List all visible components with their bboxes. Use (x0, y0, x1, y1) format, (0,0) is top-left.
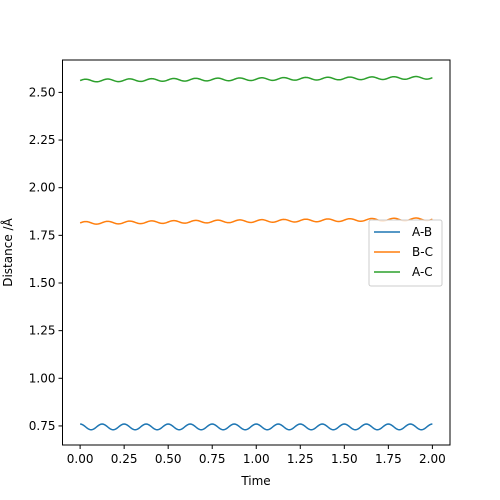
x-tick-label: 0.25 (111, 452, 138, 466)
legend-label-a-b: A-B (412, 225, 432, 239)
x-axis-label: Time (240, 474, 270, 488)
x-tick-label: 0.50 (155, 452, 182, 466)
x-axis-ticks: 0.00 0.25 0.50 0.75 1.00 1.25 1.50 1.75 2.00 (67, 445, 446, 466)
y-tick-label: 2.25 (29, 133, 56, 147)
series-layer (79, 75, 433, 431)
y-tick-label: 2.50 (29, 85, 56, 99)
x-tick-label: 0.75 (199, 452, 226, 466)
x-tick-label: 1.25 (287, 452, 314, 466)
x-tick-label: 1.00 (243, 452, 270, 466)
x-tick-label: 1.50 (331, 452, 358, 466)
x-tick-label: 0.00 (67, 452, 94, 466)
series-line-a-c (79, 75, 433, 83)
y-axis-label: Distance /Å (0, 217, 15, 286)
y-axis-ticks: 0.75 1.00 1.25 1.50 1.75 2.00 2.25 2.50 (29, 85, 63, 433)
legend-label-b-c: B-C (412, 245, 433, 259)
x-tick-label: 2.00 (419, 452, 446, 466)
legend-items: A-B B-C A-C (374, 225, 433, 279)
y-tick-label: 1.75 (29, 228, 56, 242)
x-tick-label: 1.75 (375, 452, 402, 466)
y-tick-label: 2.00 (29, 181, 56, 195)
legend: A-B B-C A-C (368, 219, 443, 287)
y-tick-label: 1.00 (29, 371, 56, 385)
legend-label-a-c: A-C (412, 265, 433, 279)
y-tick-label: 1.50 (29, 276, 56, 290)
series-line-b-c (79, 217, 433, 225)
y-tick-label: 0.75 (29, 419, 56, 433)
y-tick-label: 1.25 (29, 324, 56, 338)
legend-box (368, 219, 443, 287)
series-line-a-b (80, 423, 433, 431)
